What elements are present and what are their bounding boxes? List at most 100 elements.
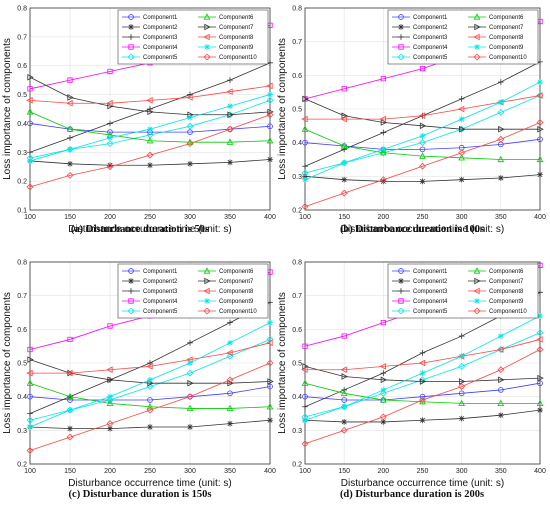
- legend-entry: Component9: [489, 299, 524, 305]
- legend-marker: [128, 278, 134, 284]
- legend-entry: Component9: [219, 299, 254, 305]
- y-tick-label: 0.4: [17, 394, 27, 401]
- legend-marker: [203, 287, 210, 295]
- data-point: [67, 77, 73, 83]
- data-point: [267, 319, 273, 326]
- y-tick-label: 0.7: [17, 293, 27, 300]
- data-point: [341, 333, 347, 339]
- x-axis-label: Disturbance occurrence time (unit: s): [68, 478, 231, 489]
- data-point: [107, 68, 113, 75]
- x-tick-label: 150: [338, 214, 350, 221]
- data-point: [26, 379, 34, 386]
- legend-marker: [473, 13, 481, 20]
- data-point: [27, 346, 33, 353]
- data-point: [380, 320, 386, 326]
- legend-marker: [398, 288, 404, 294]
- data-point: [380, 419, 387, 425]
- legend-entry: Component6: [489, 269, 524, 275]
- data-point: [419, 133, 426, 139]
- x-tick-label: 300: [184, 214, 196, 221]
- data-point: [419, 370, 426, 376]
- data-point: [27, 73, 34, 81]
- legend-marker: [203, 267, 211, 274]
- y-tick-label: 0.4: [17, 121, 27, 128]
- legend-marker: [204, 277, 211, 285]
- series-Component10: [26, 359, 274, 454]
- legend-marker: [204, 298, 210, 304]
- y-tick-label: 0.2: [292, 208, 302, 215]
- data-point: [341, 176, 348, 183]
- series-Component7: [27, 73, 274, 119]
- data-point: [419, 139, 426, 147]
- data-point: [380, 396, 387, 403]
- data-point: [267, 123, 273, 130]
- data-point: [267, 383, 273, 390]
- data-point: [106, 140, 114, 148]
- x-tick-label: 200: [104, 214, 116, 221]
- legend-entry: Component4: [413, 45, 448, 51]
- data-point: [302, 95, 309, 103]
- data-point: [379, 176, 387, 184]
- data-point: [227, 339, 233, 346]
- legend-marker: [398, 298, 404, 304]
- series-Component8: [301, 92, 543, 123]
- series-Component8: [26, 82, 273, 107]
- data-point: [186, 369, 194, 377]
- series-line: [304, 382, 540, 404]
- data-point: [27, 149, 33, 156]
- series-Component6: [301, 125, 544, 163]
- data-point: [340, 366, 347, 374]
- data-point: [67, 336, 73, 343]
- series-Component9: [302, 79, 543, 183]
- data-point: [379, 115, 386, 123]
- data-point: [497, 99, 504, 106]
- data-point: [537, 407, 543, 413]
- data-point: [497, 333, 504, 339]
- data-point: [341, 403, 348, 410]
- x-tick-label: 150: [338, 468, 350, 475]
- y-tick-label: 0.4: [292, 140, 302, 147]
- data-point: [267, 417, 273, 424]
- data-point: [537, 136, 543, 143]
- data-point: [26, 369, 33, 377]
- x-tick-label: 400: [264, 214, 276, 221]
- data-point: [498, 387, 504, 393]
- data-point: [458, 149, 466, 157]
- data-point: [458, 362, 466, 370]
- x-tick-label: 400: [534, 214, 546, 221]
- data-point: [458, 333, 465, 339]
- legend-marker: [128, 268, 134, 274]
- chart-panel-3: 100 150 200 250 300 350 400 0.2 0.3 0.4 0.5 0.6 0.7 0…: [2, 260, 276, 501]
- data-point: [267, 108, 274, 116]
- panel-caption: (d) Disturbance duration is 200s: [340, 489, 484, 500]
- y-axis-label: Loss importance of components: [2, 38, 13, 180]
- y-tick-label: 0.5: [292, 107, 302, 114]
- data-point: [26, 447, 34, 454]
- data-point: [458, 116, 465, 122]
- data-point: [266, 96, 274, 104]
- y-tick-label: 0.8: [292, 260, 302, 267]
- data-point: [419, 350, 426, 356]
- legend-marker: [128, 14, 134, 20]
- legend-marker: [203, 13, 211, 20]
- data-point: [266, 336, 274, 343]
- data-point: [186, 404, 194, 412]
- y-tick-label: 0.2: [17, 462, 27, 469]
- y-axis-label: Loss importance of components: [277, 38, 288, 180]
- data-point: [106, 163, 114, 171]
- data-point: [186, 140, 194, 148]
- legend-marker: [397, 53, 405, 61]
- data-point: [266, 403, 274, 410]
- y-tick-label: 0.7: [292, 293, 302, 300]
- x-tick-label: 350: [224, 214, 236, 221]
- series-line: [304, 128, 540, 160]
- legend-marker: [203, 307, 211, 315]
- data-point: [67, 146, 73, 153]
- legend-marker: [398, 14, 404, 20]
- data-point: [186, 122, 194, 130]
- x-tick-label: 100: [24, 468, 36, 475]
- data-point: [67, 425, 73, 432]
- data-point: [147, 108, 154, 116]
- data-point: [107, 393, 113, 400]
